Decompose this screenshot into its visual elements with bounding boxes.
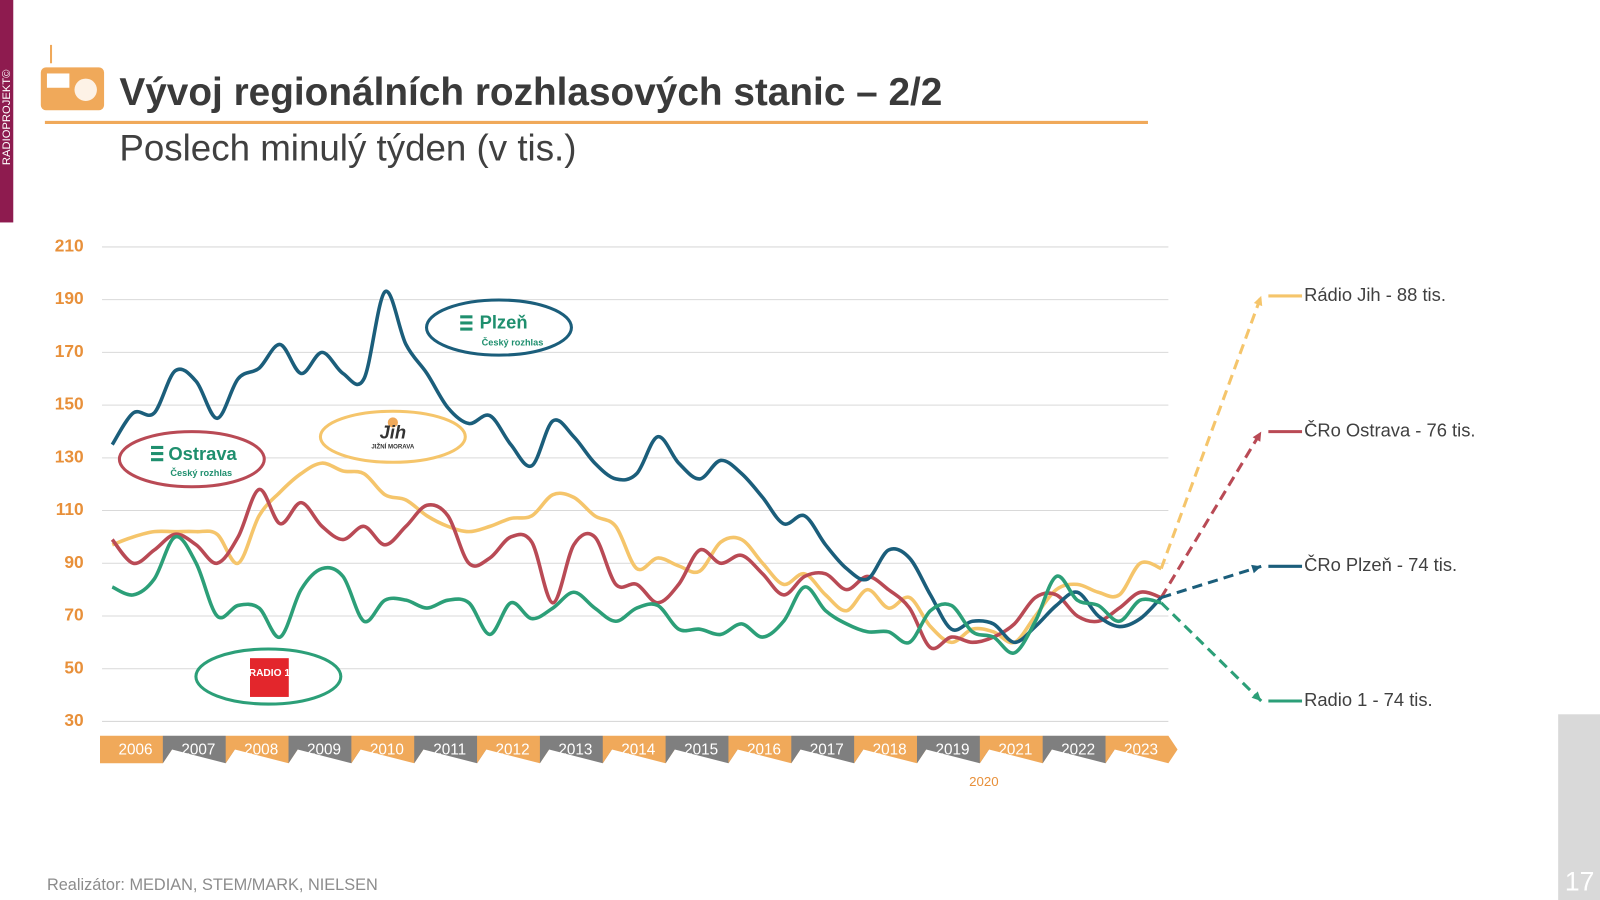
logo-text: RADIO 1: [249, 668, 291, 679]
projection-line: [1160, 601, 1263, 703]
x-tick-label: 2016: [747, 742, 781, 759]
side-label: RADIOPROJEKT©: [1, 69, 13, 165]
projection-arrow: [1251, 564, 1262, 574]
projection-arrow: [1251, 691, 1262, 702]
series-line: [110, 289, 1163, 645]
legend-label: ČRo Ostrava - 76 tis.: [1304, 419, 1475, 440]
projection-line: [1159, 295, 1263, 570]
logo-subtext: Český rozhlas: [170, 467, 232, 478]
x-tick-label: 2013: [558, 742, 592, 759]
x-chevron: [162, 735, 235, 764]
y-tick-label: 30: [64, 710, 83, 730]
series-line: [111, 534, 1162, 655]
legend-label: Radio 1 - 74 tis.: [1304, 689, 1433, 710]
plot: 30 50 70 90 110 130 150 170 190 210 2006 2007 2008 20…: [55, 236, 1476, 790]
x-tick-label: 2007: [181, 742, 215, 759]
y-tick-label: 70: [64, 605, 83, 625]
x-chevron: [602, 735, 675, 764]
x-tick-label: 2010: [370, 742, 404, 759]
y-tick-label: 190: [55, 288, 84, 308]
y-tick-label: 130: [55, 446, 84, 466]
logo-text: Plzeň: [480, 311, 528, 332]
legend-label: ČRo Plzeň - 74 tis.: [1304, 554, 1457, 575]
x-chevron: [1042, 735, 1115, 764]
x-chevron: [100, 735, 173, 764]
x-chevron: [854, 735, 927, 764]
page-box: [1558, 714, 1600, 900]
legend-label: Rádio Jih - 88 tis.: [1304, 284, 1446, 305]
y-tick-label: 50: [64, 657, 83, 677]
x-tick-label: 2021: [998, 742, 1032, 759]
x-tick-label: 2019: [935, 742, 969, 759]
logo-plzen: Plzeň Český rozhlas: [425, 298, 573, 357]
y-tick-label: 110: [56, 499, 84, 519]
x-tick-label: 2012: [496, 742, 530, 759]
x-chevron: [916, 735, 990, 764]
logo-subtext: Český rozhlas: [482, 336, 544, 347]
projection-arrow: [1252, 431, 1262, 442]
x-tick-label: 2017: [810, 742, 844, 759]
x-chevron: [1105, 735, 1178, 764]
y-tick-label: 150: [55, 394, 84, 414]
series-line: [111, 461, 1162, 645]
radio-icon: [40, 44, 105, 111]
x-chevron: [539, 735, 612, 764]
projection-line: [1160, 564, 1262, 599]
x-tick-label: 2009: [307, 742, 341, 759]
x-tick-label: 2011: [433, 742, 466, 759]
x-chevron: [351, 735, 424, 764]
x-chevron: [225, 735, 298, 764]
series-line: [110, 487, 1162, 651]
y-tick-label: 170: [55, 341, 84, 361]
x-tick-label: 2008: [244, 742, 278, 759]
subtitle: Poslech minulý týden (v tis.): [119, 128, 576, 169]
projection-arrow: [1253, 295, 1263, 307]
x-tick-label: 2023: [1124, 742, 1158, 759]
logo-ostrava: Ostrava Český rozhlas: [117, 430, 266, 489]
x-chevron: [477, 735, 550, 764]
logo-radio1: RADIO 1: [194, 647, 343, 706]
source: Realizátor: MEDIAN, STEM/MARK, NIELSEN: [47, 876, 378, 894]
x-tick-label: 2018: [873, 742, 907, 759]
x-chevron: [979, 735, 1052, 764]
logo-subtext: JIŽNÍ MORAVA: [371, 443, 414, 451]
x-chevron: [288, 735, 361, 764]
projection-line: [1159, 430, 1263, 599]
side-band: [0, 0, 14, 223]
x-axis-note: 2020: [969, 774, 998, 789]
logo-jih: Jih JIŽNÍ MORAVA: [318, 409, 467, 464]
y-tick-label: 210: [55, 236, 84, 256]
x-chevron: [414, 735, 487, 764]
title: Vývoj regionálních rozhlasových stanic –…: [119, 71, 942, 114]
x-tick-label: 2022: [1061, 742, 1095, 759]
x-chevron: [728, 735, 801, 764]
page-number: 17: [1565, 867, 1595, 897]
logo-text: Jih: [380, 422, 407, 443]
y-tick-label: 90: [64, 552, 83, 572]
x-chevron: [791, 735, 864, 764]
logo-text: Ostrava: [168, 443, 237, 464]
x-tick-label: 2006: [118, 742, 152, 759]
x-tick-label: 2015: [684, 742, 718, 759]
x-chevron: [665, 735, 738, 764]
x-tick-label: 2014: [621, 742, 656, 759]
